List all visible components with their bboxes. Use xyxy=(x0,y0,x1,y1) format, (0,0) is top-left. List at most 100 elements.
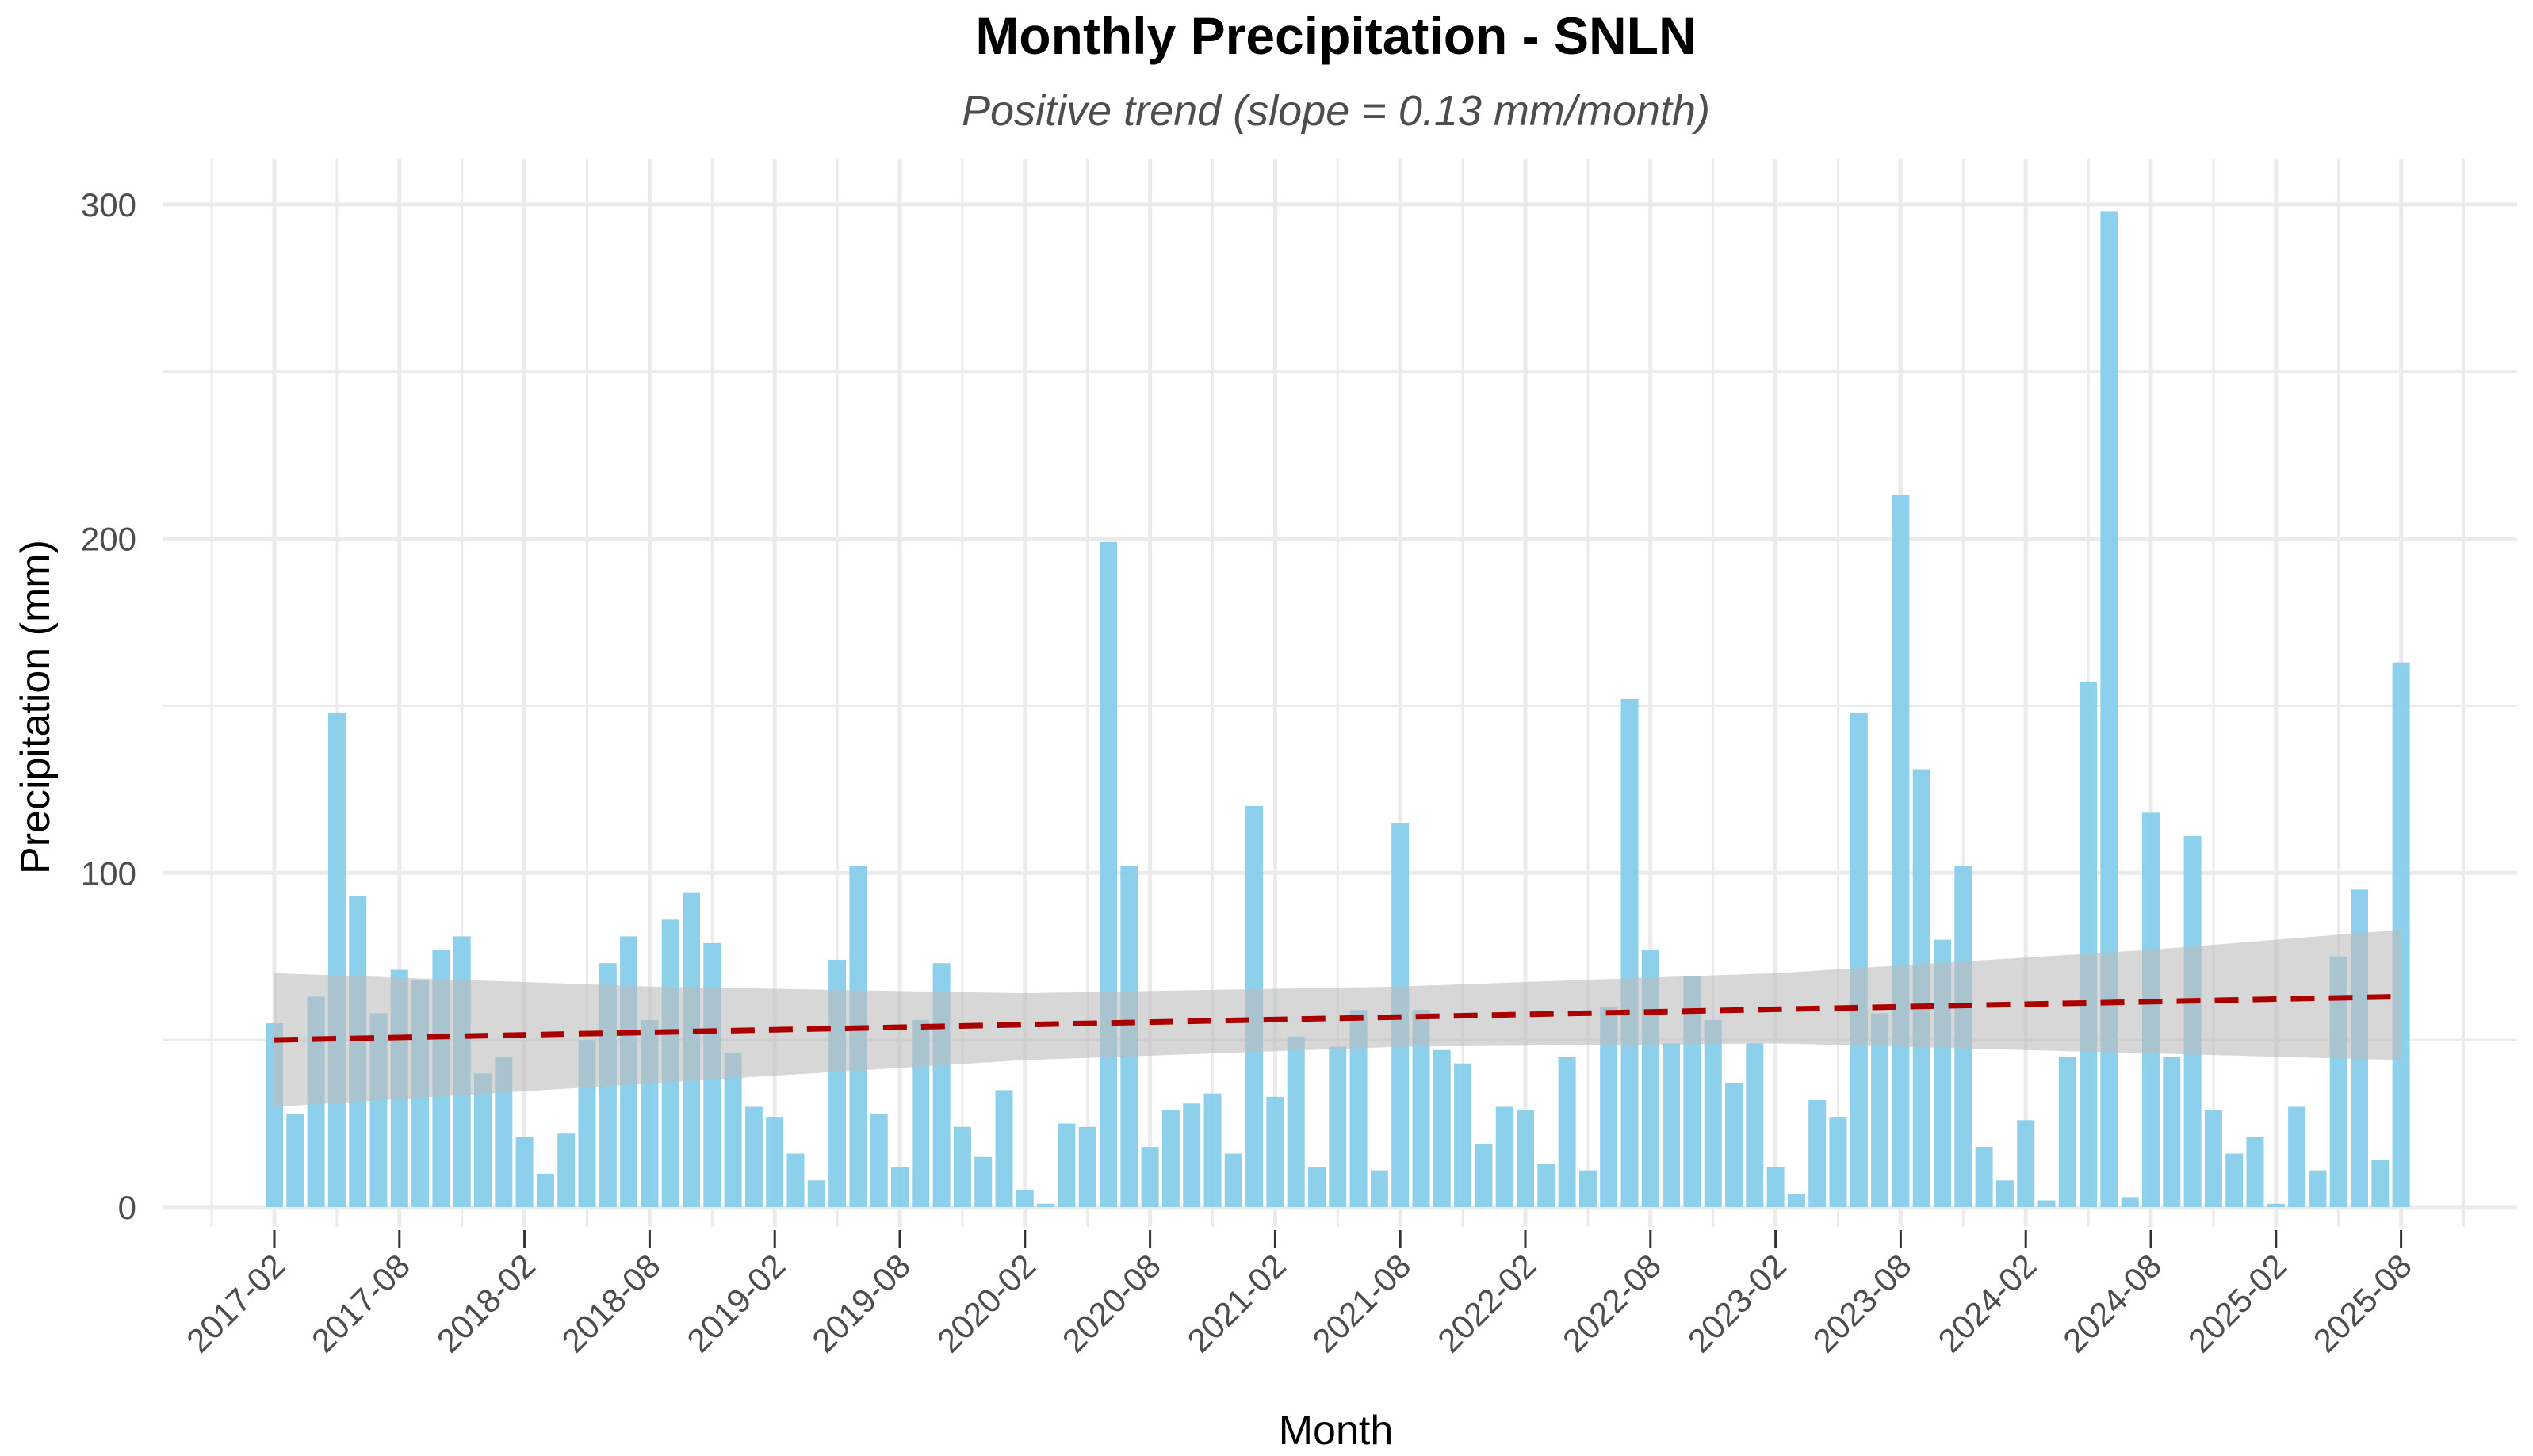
chart-title: Monthly Precipitation - SNLN xyxy=(975,6,1696,65)
bar-2020-06 xyxy=(1100,541,1117,1207)
x-tick-label: 2021-02 xyxy=(1180,1247,1293,1359)
bar-2017-12 xyxy=(474,1073,492,1207)
bar-2023-08 xyxy=(1892,495,1910,1207)
trend-line xyxy=(274,993,2401,1043)
bar-2022-12 xyxy=(1725,1083,1743,1207)
bar-2022-02 xyxy=(1517,1110,1534,1207)
bar-2023-05 xyxy=(1829,1117,1847,1207)
x-tick-label: 2024-02 xyxy=(1930,1247,2043,1359)
y-tick-label: 200 xyxy=(81,521,136,558)
bar-2021-03 xyxy=(1287,1036,1305,1207)
bar-2021-12 xyxy=(1475,1143,1493,1207)
bar-2024-05 xyxy=(2080,682,2098,1207)
x-tick-label: 2025-08 xyxy=(2306,1247,2419,1359)
bar-2025-07 xyxy=(2371,1160,2390,1207)
bar-2021-07 xyxy=(1370,1170,1388,1207)
bar-2024-02 xyxy=(2017,1120,2035,1207)
bar-2021-04 xyxy=(1308,1167,1326,1207)
bar-2019-03 xyxy=(786,1153,805,1207)
x-tick-label: 2018-02 xyxy=(430,1247,542,1359)
bar-2020-12 xyxy=(1224,1153,1242,1207)
bar-2019-12 xyxy=(974,1156,993,1207)
bar-2021-10 xyxy=(1433,1049,1451,1207)
y-tick-label: 300 xyxy=(81,186,136,224)
x-tick-label: 2017-02 xyxy=(179,1247,292,1359)
bar-2018-03 xyxy=(536,1173,554,1207)
bar-2020-04 xyxy=(1058,1123,1076,1207)
bar-2021-05 xyxy=(1329,1046,1347,1207)
x-tick-label: 2021-08 xyxy=(1305,1247,1418,1359)
bar-2019-08 xyxy=(891,1167,909,1207)
bar-2017-03 xyxy=(286,1113,304,1207)
bar-2024-11 xyxy=(2204,1110,2222,1207)
bar-2018-01 xyxy=(495,1057,513,1207)
bar-2022-09 xyxy=(1663,1043,1681,1207)
bar-2020-03 xyxy=(1037,1203,1055,1207)
bar-2023-01 xyxy=(1746,1043,1764,1207)
bar-2021-02 xyxy=(1266,1096,1284,1207)
bar-2024-12 xyxy=(2225,1153,2244,1207)
x-tick-label: 2022-02 xyxy=(1430,1247,1543,1359)
x-tick-label: 2018-08 xyxy=(555,1247,668,1359)
bar-2018-12 xyxy=(724,1053,742,1207)
bar-2022-06 xyxy=(1600,1006,1618,1207)
y-axis-title: Precipitation (mm) xyxy=(13,540,59,874)
bar-2020-09 xyxy=(1161,1110,1180,1207)
bar-2022-01 xyxy=(1495,1106,1513,1207)
bar-2019-02 xyxy=(766,1117,784,1207)
bar-2019-07 xyxy=(870,1113,888,1207)
x-tick-label: 2023-08 xyxy=(1806,1247,1919,1359)
bar-2020-08 xyxy=(1141,1147,1159,1207)
bar-2021-09 xyxy=(1412,1010,1430,1207)
bar-2020-10 xyxy=(1183,1103,1201,1207)
x-tick-label: 2020-02 xyxy=(930,1247,1043,1359)
x-tick-label: 2025-02 xyxy=(2181,1247,2294,1359)
x-axis-title: Month xyxy=(1279,1408,1394,1454)
x-tick-label: 2019-02 xyxy=(679,1247,792,1359)
bar-2024-07 xyxy=(2121,1197,2139,1207)
bar-2025-03 xyxy=(2288,1106,2306,1207)
bar-2022-03 xyxy=(1537,1164,1555,1207)
bar-2023-02 xyxy=(1766,1167,1785,1207)
x-tick-label: 2019-08 xyxy=(805,1247,917,1359)
bar-2020-01 xyxy=(995,1090,1013,1207)
x-tick-label: 2022-08 xyxy=(1555,1247,1668,1359)
bar-2024-09 xyxy=(2163,1057,2181,1207)
bar-2025-01 xyxy=(2246,1137,2264,1207)
bar-2024-01 xyxy=(1995,1180,2014,1207)
x-axis-ticks: 2017-02 2017-08 2018-02 2018-08 2019-02 2019-… xyxy=(179,1230,2419,1359)
minor-grid xyxy=(163,159,2517,1227)
bar-2023-03 xyxy=(1787,1194,1805,1207)
bar-2018-04 xyxy=(557,1133,576,1207)
bar-2018-02 xyxy=(515,1137,534,1207)
bar-2021-06 xyxy=(1349,1010,1368,1207)
chart-subtitle: Positive trend (slope = 0.13 mm/month) xyxy=(962,87,1710,135)
bar-2019-11 xyxy=(953,1126,971,1207)
x-tick-label: 2020-08 xyxy=(1055,1247,1168,1359)
bar-2023-07 xyxy=(1871,1013,1889,1207)
bar-2022-11 xyxy=(1704,1019,1722,1207)
bar-2022-07 xyxy=(1620,699,1639,1207)
bar-2021-11 xyxy=(1454,1063,1472,1207)
bar-2017-05 xyxy=(327,712,346,1207)
bar-2020-11 xyxy=(1203,1093,1222,1207)
bar-2020-05 xyxy=(1078,1126,1096,1207)
x-tick-label: 2017-08 xyxy=(304,1247,417,1359)
y-tick-label: 0 xyxy=(118,1189,136,1226)
bar-2022-04 xyxy=(1558,1057,1576,1207)
y-tick-label: 100 xyxy=(81,854,136,892)
bar-2023-04 xyxy=(1808,1100,1827,1207)
bar-2025-02 xyxy=(2267,1203,2285,1207)
bar-2024-03 xyxy=(2037,1200,2056,1207)
bar-2024-06 xyxy=(2100,211,2118,1208)
bar-2019-04 xyxy=(807,1180,825,1207)
x-tick-label: 2023-02 xyxy=(1681,1247,1793,1359)
y-axis-ticks: 0 100 200 300 xyxy=(81,186,136,1226)
bar-2023-06 xyxy=(1850,712,1868,1207)
confidence-band xyxy=(274,930,2401,1107)
bar-2024-04 xyxy=(2058,1057,2076,1207)
bar-2025-04 xyxy=(2309,1170,2327,1207)
bar-2022-05 xyxy=(1578,1170,1597,1207)
